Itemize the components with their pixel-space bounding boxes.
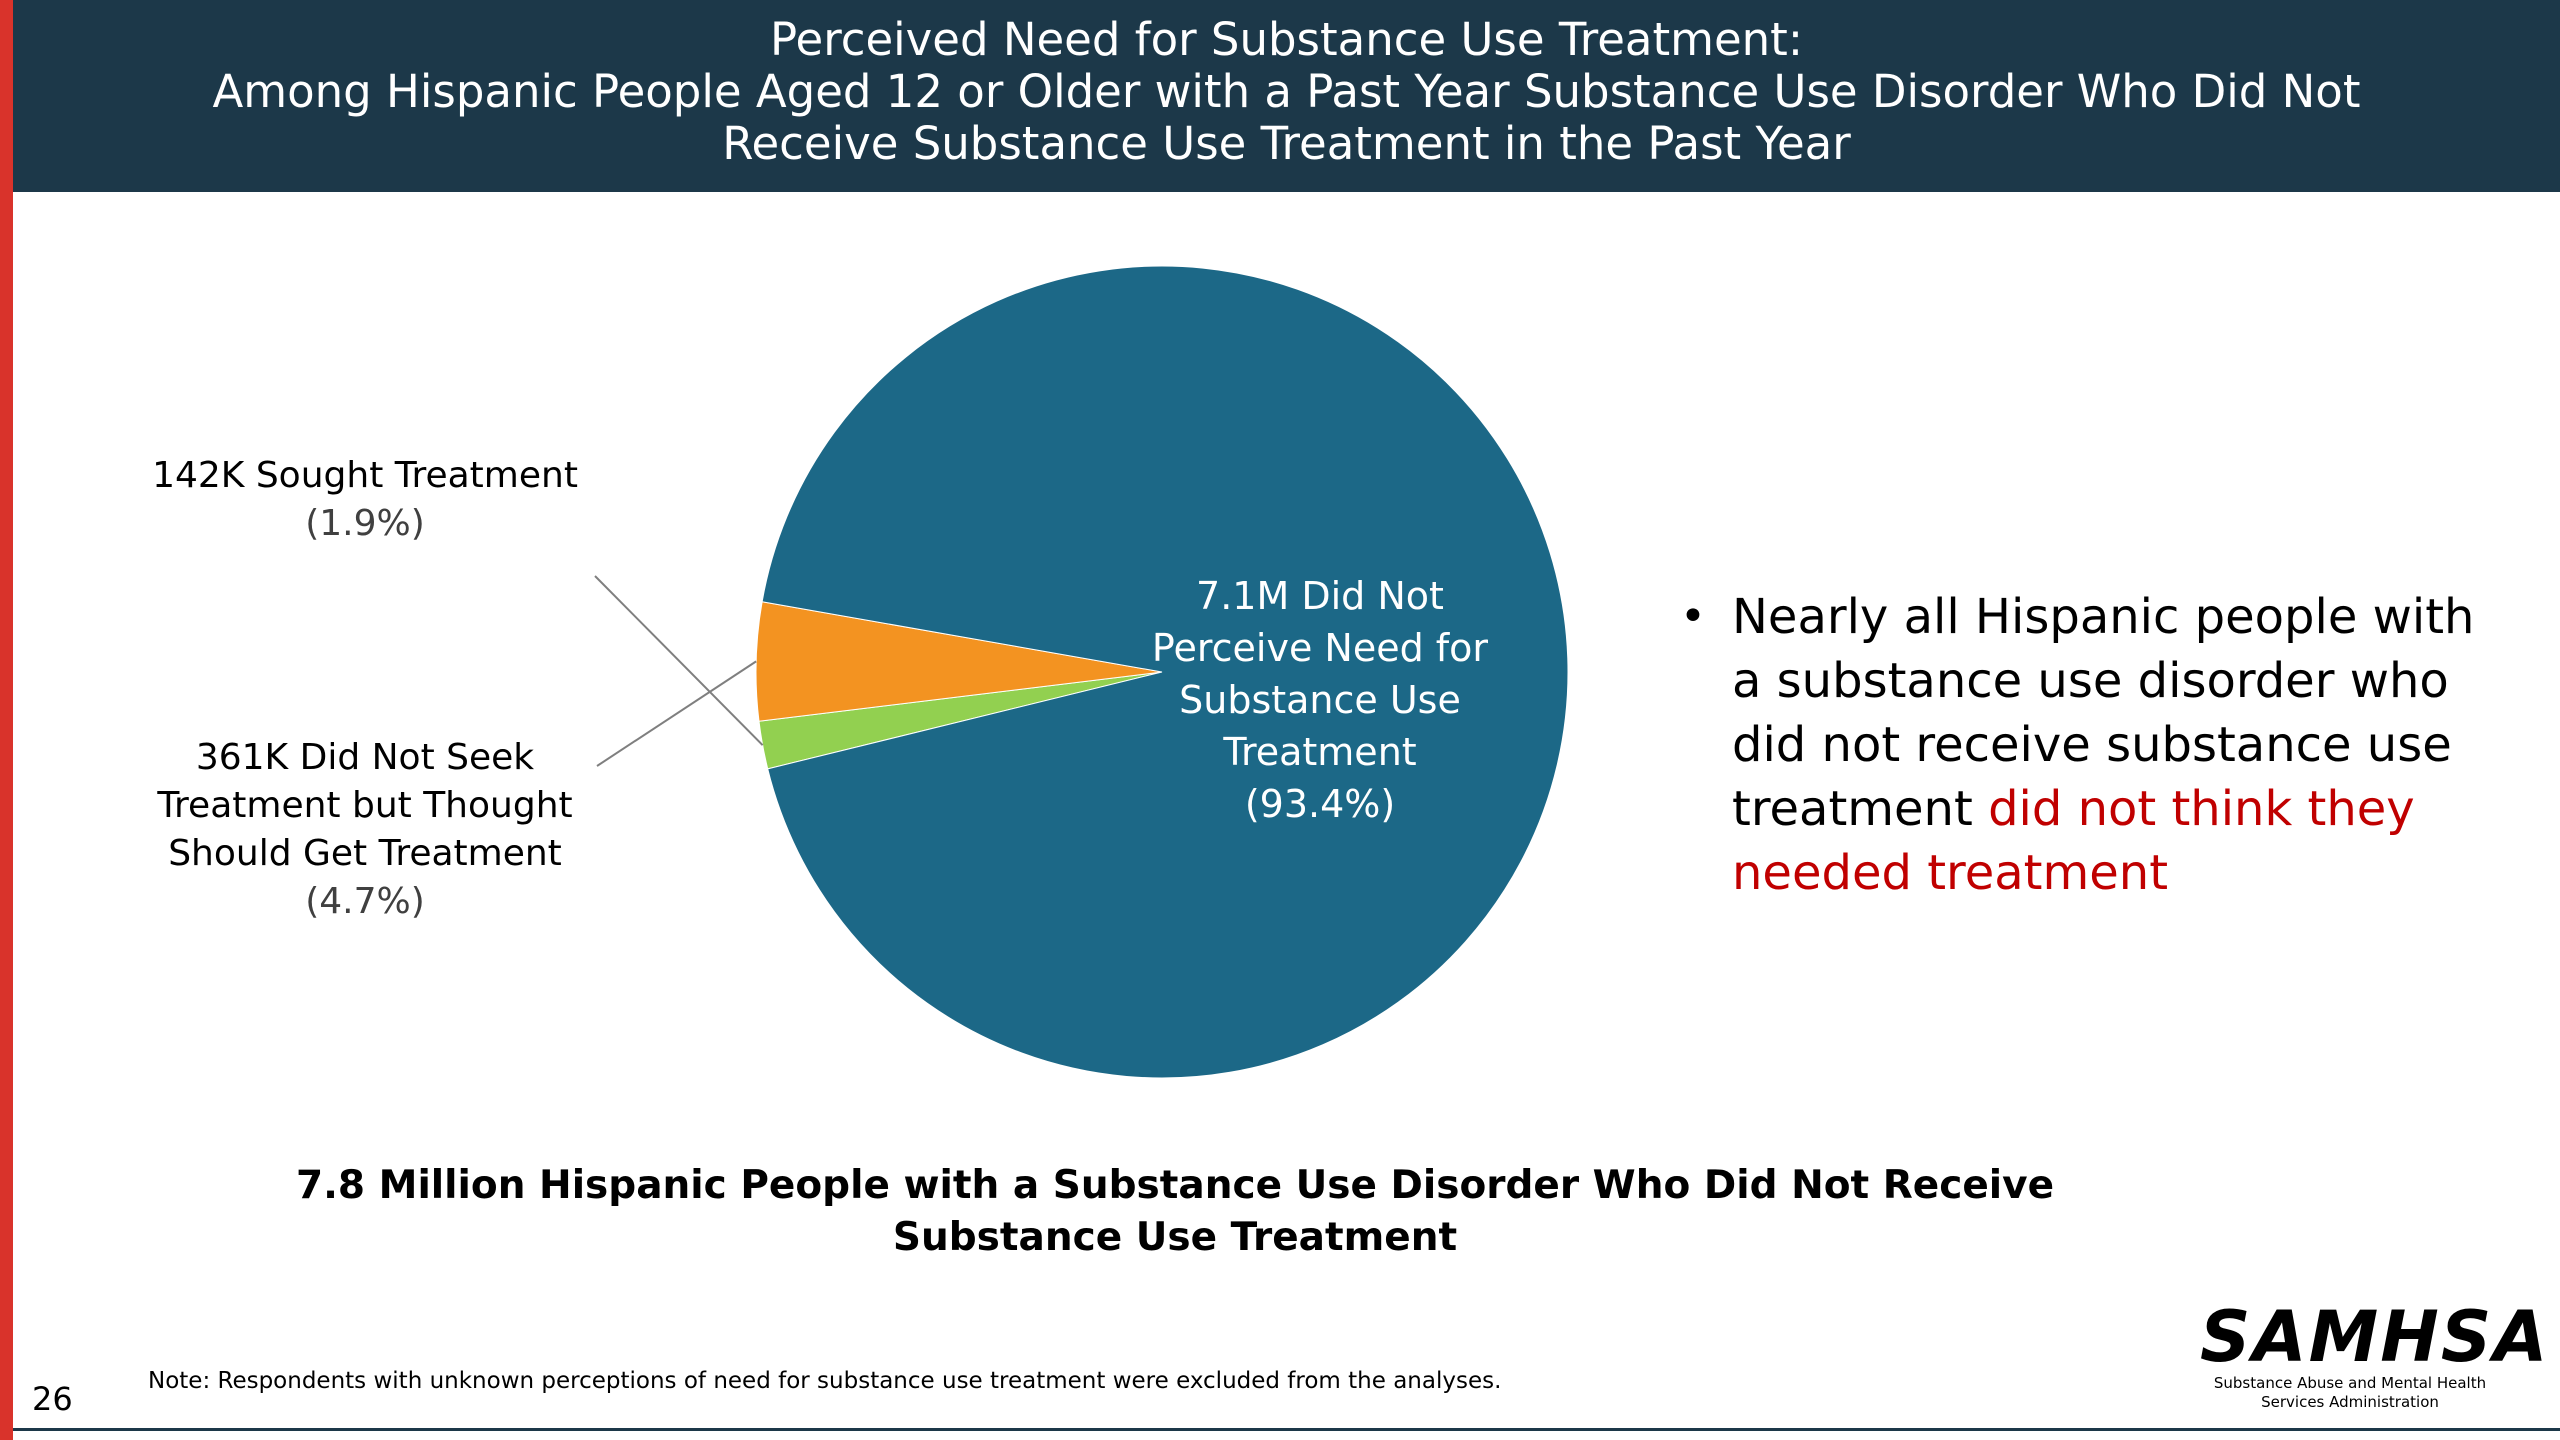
key-finding-bullet: • Nearly all Hispanic people with a subs…: [1680, 585, 2510, 905]
bullet-text-highlight: did not think they needed treatment: [1732, 781, 2415, 901]
title-line-3: Receive Substance Use Treatment in the P…: [722, 117, 1851, 170]
bullet-dot: •: [1680, 591, 1706, 642]
slice-label-sought-treatment: 142K Sought Treatment (1.9%): [130, 452, 600, 548]
slice-label-0-line-0: 142K Sought Treatment: [152, 455, 578, 496]
pie-slice-did-not-perceive-need: [761, 265, 1569, 1079]
samhsa-logo: SAMHSA Substance Abuse and Mental Health…: [2200, 1296, 2550, 1412]
slice-label-2-line-3: Treatment: [1223, 730, 1417, 774]
slice-label-1-line-0: 361K Did Not Seek: [195, 737, 535, 778]
leader-line-0: [594, 575, 764, 746]
title-line-2: Among Hispanic People Aged 12 or Older w…: [212, 65, 2361, 118]
bottom-rule: [13, 1428, 2560, 1431]
slice-label-2-line-1: Perceive Need for: [1151, 626, 1489, 670]
slice-label-2-line-0: 7.1M Did Not: [1196, 574, 1444, 618]
slice-label-2-percent: (93.4%): [1244, 782, 1396, 826]
page-number: 26: [32, 1380, 73, 1418]
slice-label-thought-should-get-treatment: 361K Did Not Seek Treatment but Thought …: [130, 734, 600, 926]
left-accent-bar: [0, 0, 13, 1440]
footnote: Note: Respondents with unknown perceptio…: [148, 1368, 1502, 1394]
logo-subtitle-line-1: Substance Abuse and Mental Health: [2213, 1374, 2487, 1392]
slice-label-1-percent: (4.7%): [305, 881, 425, 922]
chart-total-label: 7.8 Million Hispanic People with a Subst…: [295, 1163, 2055, 1260]
logo-wordmark: SAMHSA: [2200, 1296, 2550, 1378]
slice-label-did-not-perceive-need: 7.1M Did Not Perceive Need for Substance…: [1110, 570, 1530, 830]
header-banner: Perceived Need for Substance Use Treatme…: [13, 0, 2560, 192]
bullet-text-normal: Nearly all Hispanic people with a substa…: [1732, 589, 2475, 837]
logo-subtitle-line-2: Services Administration: [2261, 1393, 2439, 1411]
slice-label-1-line-2: Should Get Treatment: [168, 833, 562, 874]
leader-line-1: [596, 660, 757, 767]
bullet-text: Nearly all Hispanic people with a substa…: [1732, 585, 2510, 905]
slice-label-2-line-2: Substance Use: [1179, 678, 1461, 722]
title-line-1: Perceived Need for Substance Use Treatme…: [769, 13, 1803, 66]
slice-label-1-line-1: Treatment but Thought: [157, 785, 573, 826]
slice-label-0-percent: (1.9%): [305, 503, 425, 544]
